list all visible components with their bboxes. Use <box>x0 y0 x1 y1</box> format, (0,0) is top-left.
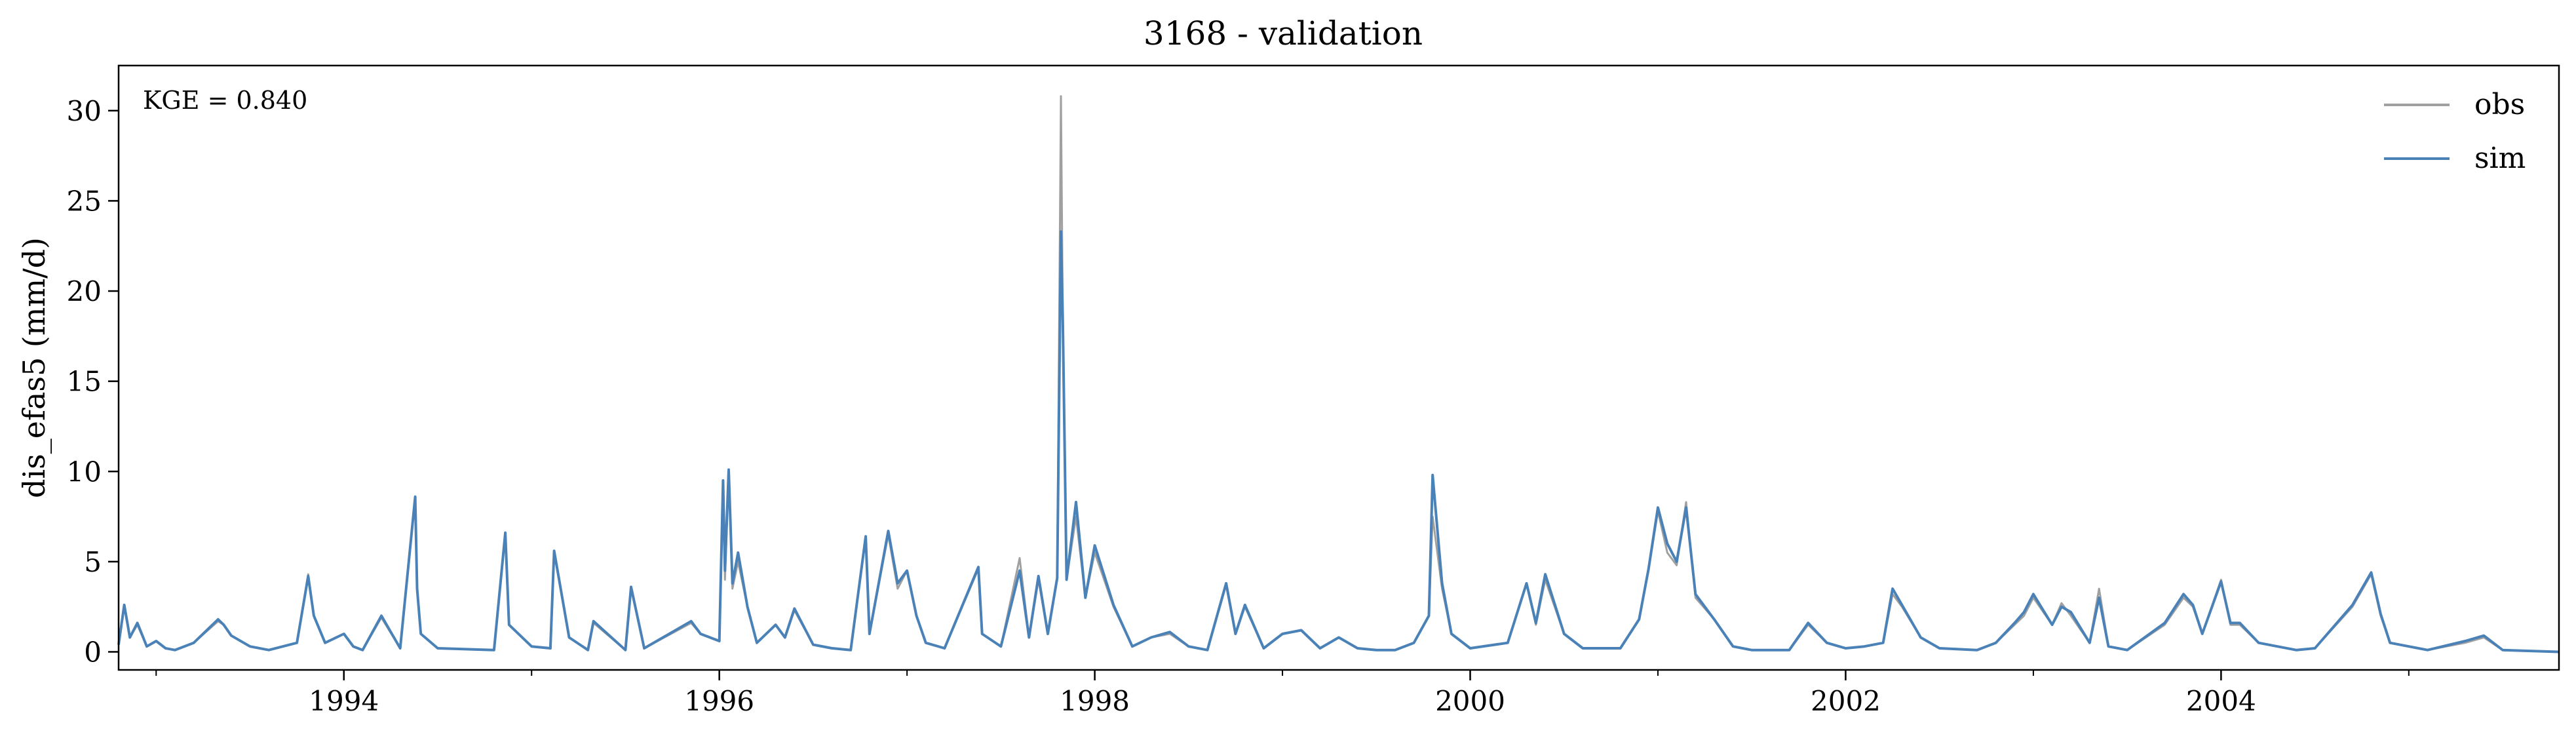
y-axis-label: dis_efas5 (mm/d) <box>16 237 52 498</box>
legend-label-obs: obs <box>2474 88 2525 121</box>
y-tick-label: 5 <box>84 546 102 578</box>
y-tick-label: 30 <box>67 95 102 127</box>
plot-frame <box>117 64 2560 671</box>
y-axis: 0 5 10 15 20 25 30 <box>67 95 119 668</box>
y-tick-label: 20 <box>67 275 102 307</box>
x-tick-label: 1994 <box>309 685 379 717</box>
y-tick-label: 15 <box>67 366 102 398</box>
x-tick-label: 2000 <box>1435 685 1505 717</box>
kge-annotation: KGE = 0.840 <box>143 86 307 115</box>
x-tick-label: 2002 <box>1811 685 1881 717</box>
series-line-obs <box>117 95 2560 653</box>
y-tick-label: 25 <box>67 185 102 217</box>
series-line-sim <box>117 230 2560 654</box>
chart-title: 3168 - validation <box>1144 14 1423 52</box>
plot-lines <box>117 95 2560 654</box>
x-tick-label: 1996 <box>684 685 754 717</box>
x-tick-label: 1998 <box>1060 685 1130 717</box>
legend-label-sim: sim <box>2474 142 2526 175</box>
x-tick-label: 2004 <box>2186 685 2256 717</box>
y-tick-label: 10 <box>67 456 102 488</box>
x-axis: 1994 1996 1998 2000 2002 2004 <box>155 670 2410 717</box>
y-tick-label: 0 <box>84 636 102 668</box>
legend: obs sim <box>2384 88 2526 175</box>
